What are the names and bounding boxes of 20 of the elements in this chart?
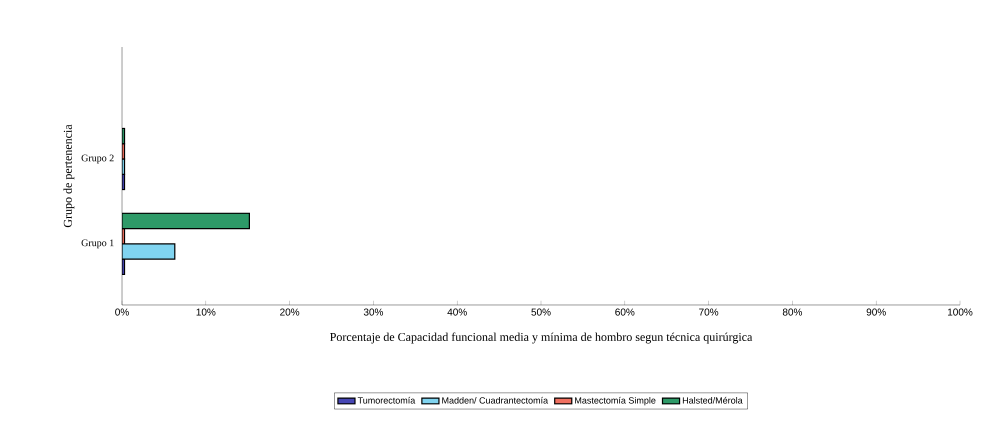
x-tick-label: 100% [948, 308, 972, 316]
legend-label: Mastectomía Simple [575, 396, 656, 406]
x-tick-label: 70% [699, 308, 718, 316]
x-tick-label: 0% [115, 308, 129, 316]
x-tick-label: 40% [447, 308, 467, 316]
x-tick-label: 90% [866, 308, 886, 316]
x-tick-label: 30% [364, 308, 384, 316]
legend-label: Halsted/Mérola [682, 396, 743, 404]
x-tick-label: 20% [280, 308, 300, 316]
legend-label: Tumorectomía [358, 396, 416, 404]
x-tick-label: 10% [196, 308, 216, 316]
x-tick-label: 80% [782, 308, 802, 316]
bar [122, 212, 250, 230]
y-tick-label: Grupo 1 [82, 240, 114, 248]
x-axis-title: Porcentaje de Capacidad funcional media y mínima de hombro segun técnica quirúrgica [330, 332, 752, 344]
x-tick-label: 50% [531, 308, 551, 316]
x-tick-label: 60% [615, 308, 634, 316]
y-tick-label: Grupo 2 [82, 154, 114, 164]
y-axis-title: Grupo de pertenencia [63, 124, 74, 228]
legend-label: Madden/ Cuadrantectomía [442, 396, 548, 404]
